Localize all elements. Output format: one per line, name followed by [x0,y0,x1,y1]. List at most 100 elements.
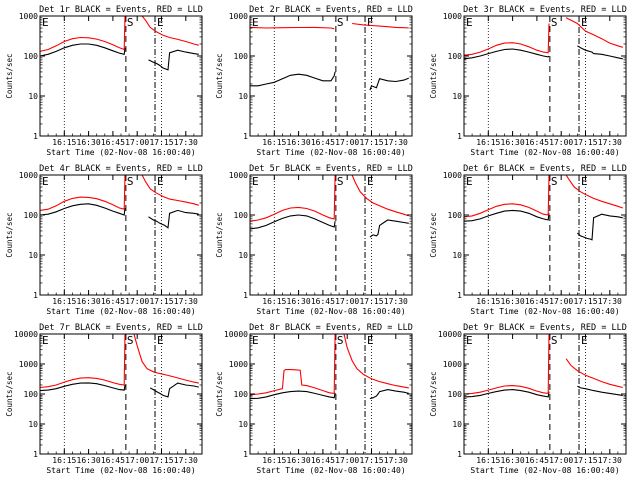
x-tick-label: 17:15 [149,297,173,306]
event-marker-letter: E [252,175,259,188]
y-tick-label: 100 [234,211,249,220]
x-tick-label: 16:45 [101,138,125,147]
x-axis-label: Start Time (02-Nov-08 16:00:40) [470,307,619,316]
y-tick-label: 100 [234,52,249,61]
event-marker-letter: E [581,334,588,347]
x-tick-label: 17:15 [573,456,597,465]
series-line-lld [463,17,623,56]
x-axis-label: Start Time (02-Nov-08 16:00:40) [470,148,619,157]
x-axis-label: Start Time (02-Nov-08 16:00:40) [256,466,405,475]
x-tick-label: 17:00 [335,138,359,147]
x-tick-label: 17:30 [598,138,622,147]
x-tick-label: 17:00 [335,297,359,306]
y-tick-label: 10 [28,251,38,260]
event-marker-letter: S [127,16,134,29]
x-tick-label: 17:00 [549,456,573,465]
x-tick-label: 16:15 [476,456,500,465]
x-tick-label: 17:30 [598,297,622,306]
event-marker-letter: S [551,16,558,29]
x-tick-label: 16:45 [101,456,125,465]
y-tick-label: 1000 [443,12,462,21]
x-tick-label: 17:00 [125,456,149,465]
x-tick-label: 16:30 [287,138,311,147]
x-tick-label: 16:30 [501,297,525,306]
y-tick-label: 100 [448,52,463,61]
y-tick-label: 10 [238,420,248,429]
y-tick-label: 10 [238,92,248,101]
x-axis-label: Start Time (02-Nov-08 16:00:40) [256,148,405,157]
x-tick-label: 17:00 [335,456,359,465]
y-tick-label: 1 [33,291,38,300]
y-axis-label: Counts/sec [215,371,224,416]
event-marker-letter: E [42,16,49,29]
series-line-events [249,389,409,400]
event-marker-letter: E [42,334,49,347]
series-line-events [463,45,623,60]
y-axis-label: Counts/sec [429,212,438,257]
x-tick-label: 16:15 [476,138,500,147]
x-tick-label: 17:15 [359,138,383,147]
y-tick-label: 100 [24,211,39,220]
x-tick-label: 16:30 [77,456,101,465]
x-tick-label: 17:30 [174,138,198,147]
series-line-events [39,43,199,71]
y-tick-label: 100 [448,390,463,399]
x-tick-label: 16:15 [52,456,76,465]
y-axis-label: Counts/sec [5,53,14,98]
y-tick-label: 10 [452,92,462,101]
x-tick-label: 17:15 [149,138,173,147]
event-marker-letter: E [252,334,259,347]
x-tick-label: 16:15 [262,138,286,147]
event-marker-letter: S [127,175,134,188]
event-marker-letter: E [367,175,374,188]
y-tick-label: 1000 [19,360,38,369]
x-tick-label: 16:45 [525,138,549,147]
x-tick-label: 16:15 [476,297,500,306]
series-line-lld [249,333,409,396]
x-tick-label: 17:00 [125,138,149,147]
x-axis-label: Start Time (02-Nov-08 16:00:40) [256,307,405,316]
x-tick-label: 16:30 [501,456,525,465]
y-tick-label: 10 [238,251,248,260]
y-axis-label: Counts/sec [215,53,224,98]
series-line-events [39,203,199,229]
series-line-events [463,209,623,241]
y-tick-label: 100 [24,390,39,399]
event-marker-letter: S [551,175,558,188]
series-line-lld [39,174,199,211]
y-tick-label: 1 [33,132,38,141]
y-axis-label: Counts/sec [5,371,14,416]
y-tick-label: 1000 [443,360,462,369]
x-tick-label: 17:30 [384,138,408,147]
x-tick-label: 16:30 [77,138,101,147]
event-marker-letter: E [466,16,473,29]
x-axis-label: Start Time (02-Nov-08 16:00:40) [46,148,195,157]
y-tick-label: 10000 [224,330,248,339]
series-line-events [250,71,410,91]
x-tick-label: 16:15 [262,456,286,465]
y-tick-label: 1000 [19,171,38,180]
y-tick-label: 10000 [14,330,38,339]
panel-title: Det 7r BLACK = Events, RED = LLD [39,323,203,333]
y-tick-label: 10 [28,92,38,101]
series-line-events [463,385,623,398]
y-tick-label: 10 [452,420,462,429]
y-tick-label: 1000 [229,12,248,21]
x-tick-label: 16:30 [287,297,311,306]
x-axis-label: Start Time (02-Nov-08 16:00:40) [470,466,619,475]
panel-title: Det 8r BLACK = Events, RED = LLD [249,323,413,333]
x-tick-label: 16:45 [525,297,549,306]
x-tick-label: 16:45 [525,456,549,465]
x-tick-label: 17:00 [549,297,573,306]
x-tick-label: 17:15 [359,297,383,306]
event-marker-letter: S [337,16,344,29]
x-tick-label: 16:45 [101,297,125,306]
panel-title: Det 3r BLACK = Events, RED = LLD [463,5,627,15]
y-tick-label: 100 [448,211,463,220]
